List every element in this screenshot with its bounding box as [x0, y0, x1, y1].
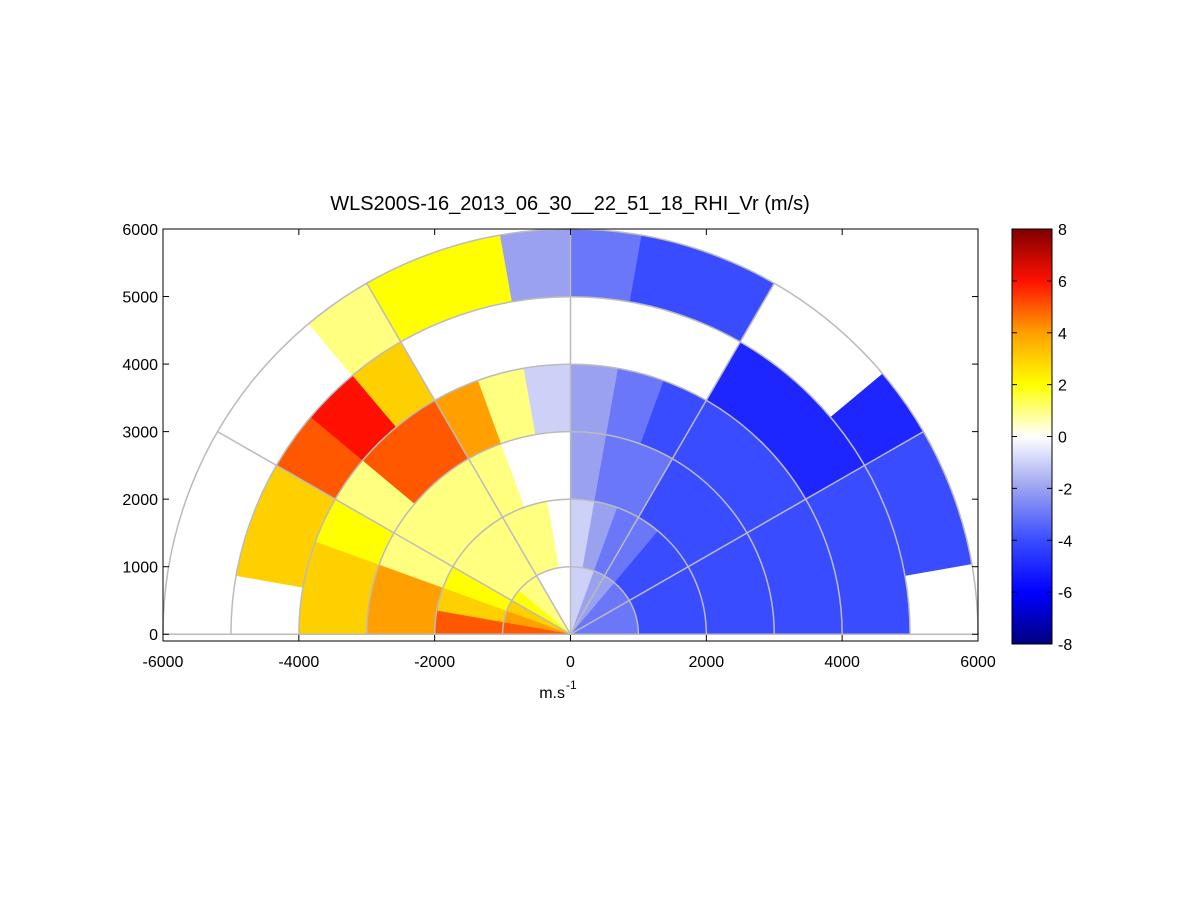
colorbar-tick-label: 4: [1058, 326, 1067, 343]
spoke: [366, 282, 572, 635]
spoke: [570, 430, 924, 635]
x-tick-label: -2000: [414, 654, 455, 671]
y-tick-label: 0: [149, 627, 158, 644]
chart-title: WLS200S-16_2013_06_30__22_51_18_RHI_Vr (…: [330, 193, 810, 215]
colorbar-tick-label: 8: [1058, 222, 1067, 239]
x-tick-label: -4000: [278, 654, 319, 671]
spoke: [217, 430, 571, 635]
y-tick-label: 1000: [122, 560, 158, 577]
y-tick-label: 4000: [122, 357, 158, 374]
velocity-cell: [570, 228, 642, 302]
colorbar-tick-label: -4: [1058, 533, 1072, 550]
x-axis-label-sup: -1: [566, 678, 577, 692]
y-tick-label: 6000: [122, 222, 158, 239]
velocity-cell: [499, 228, 571, 302]
plot-area: [162, 228, 979, 635]
colorbar-tick-label: 0: [1058, 430, 1067, 447]
colorbar-tick-label: 6: [1058, 274, 1067, 291]
colorbar-tick-label: -8: [1058, 637, 1072, 654]
x-tick-label: 2000: [689, 654, 725, 671]
y-tick-label: 2000: [122, 492, 158, 509]
y-tick-label: 5000: [122, 290, 158, 307]
colorbar: [1011, 228, 1053, 645]
x-tick-label: 4000: [824, 654, 860, 671]
spoke: [569, 282, 775, 635]
colorbar-tick-label: -2: [1058, 481, 1072, 498]
y-tick-label: 3000: [122, 425, 158, 442]
x-tick-label: 0: [566, 654, 575, 671]
colorbar-tick-label: 2: [1058, 378, 1067, 395]
x-tick-label: 6000: [960, 654, 996, 671]
x-axis-label: m.s: [539, 685, 565, 702]
x-tick-label: -6000: [143, 654, 184, 671]
colorbar-tick-label: -6: [1058, 585, 1072, 602]
